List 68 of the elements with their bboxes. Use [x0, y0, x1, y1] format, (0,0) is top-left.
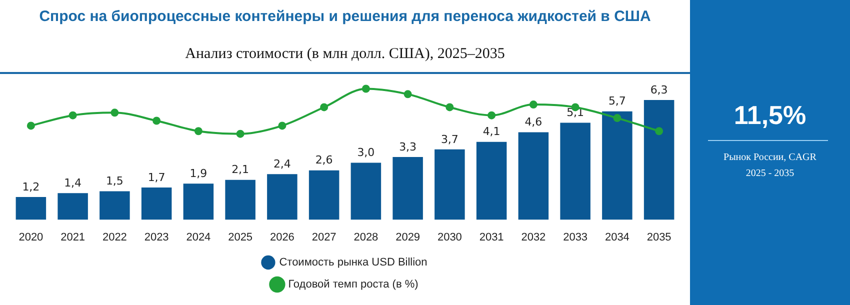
- point: [613, 114, 622, 122]
- chart-title: Спрос на биопроцессные контейнеры и решения для переноса жидкостей в США: [38, 8, 652, 25]
- bar: [308, 170, 340, 220]
- x-tick-label: 2026: [270, 231, 294, 244]
- x-tick-label: 2021: [60, 231, 86, 244]
- data-label: 2,4: [273, 158, 291, 171]
- bar: [100, 191, 130, 220]
- point: [362, 84, 370, 93]
- x-tick-label: 2028: [354, 231, 378, 244]
- bar: [518, 132, 549, 220]
- bar: [644, 100, 674, 220]
- point: [655, 127, 664, 136]
- data-label: 1,9: [190, 167, 208, 180]
- point: [278, 122, 286, 130]
- x-tick-label: 2027: [312, 231, 336, 244]
- x-tick-label: 2025: [228, 231, 253, 244]
- bar: [183, 184, 214, 220]
- legend-label: Годовой темп роста (в %): [288, 278, 418, 291]
- data-label: 3,7: [440, 132, 458, 146]
- x-tick-label: 2033: [563, 231, 588, 244]
- data-label: 6,3: [650, 83, 668, 96]
- point: [488, 111, 496, 120]
- bar: [434, 149, 465, 220]
- bar: [476, 142, 507, 220]
- x-tick-label: 2023: [144, 231, 169, 244]
- point: [404, 90, 412, 98]
- x-tick-label: 2030: [437, 231, 462, 244]
- x-tick-label: 2032: [521, 231, 546, 244]
- chart-subtitle: Анализ стоимости (в млн долл. США), 2025–2035: [184, 46, 506, 63]
- x-tick-label: 2020: [18, 231, 44, 244]
- x-tick-label: 2034: [604, 231, 630, 244]
- bar: [602, 111, 632, 220]
- bar: [225, 180, 256, 220]
- point: [320, 103, 328, 112]
- point: [110, 108, 119, 117]
- data-label: 5,7: [608, 94, 626, 108]
- bar: [267, 174, 298, 220]
- point: [26, 122, 35, 130]
- data-label: 4,1: [482, 125, 500, 138]
- data-label: 1,2: [22, 180, 40, 194]
- bar: [58, 193, 88, 220]
- point: [194, 127, 202, 136]
- data-label: 2,1: [232, 163, 250, 176]
- x-tick-label: 2024: [186, 231, 211, 244]
- point: [68, 111, 77, 120]
- text: Рынок России, CAGR 2025 - 2035: [722, 151, 818, 181]
- x-tick-label: 2031: [479, 231, 504, 244]
- bar: [350, 162, 382, 220]
- legend-label: Стоимость рынка USD Billion: [279, 256, 428, 269]
- x-tick-label: 2035: [646, 231, 672, 244]
- x-tick-label: 2022: [102, 231, 127, 244]
- text: 11,5%: [732, 100, 808, 131]
- bar: [141, 187, 172, 220]
- bar: [560, 122, 590, 220]
- data-label: 3,3: [399, 140, 417, 154]
- data-label: 1,7: [148, 170, 166, 184]
- data-label: 1,5: [106, 174, 124, 188]
- data-label: 2,6: [315, 154, 333, 167]
- point: [236, 130, 244, 138]
- data-label: 4,6: [524, 116, 542, 129]
- data-label: 3,0: [357, 146, 375, 160]
- bar: [392, 157, 423, 220]
- point: [152, 116, 161, 125]
- data-label: 1,4: [64, 176, 82, 190]
- bar: [16, 196, 46, 220]
- point: [529, 100, 538, 109]
- point: [446, 103, 454, 112]
- x-tick-label: 2029: [396, 231, 420, 244]
